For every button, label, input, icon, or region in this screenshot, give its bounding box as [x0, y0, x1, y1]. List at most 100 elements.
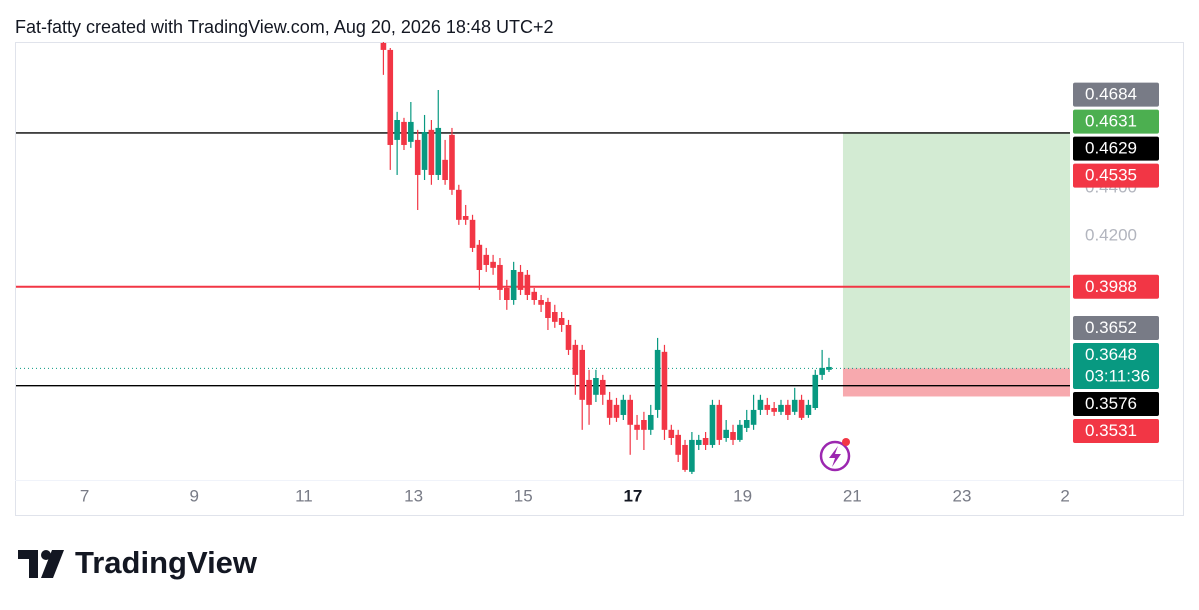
price-label: 0.3652 [1085, 318, 1137, 337]
candle-body [723, 429, 729, 438]
candle-body [634, 424, 640, 430]
candle-body [572, 344, 579, 375]
price-label-box [1073, 109, 1159, 134]
candle-body [380, 42, 387, 50]
logo-icon [18, 550, 64, 578]
candle-body [764, 404, 771, 410]
candle-body [812, 374, 819, 408]
candle-body [531, 291, 538, 300]
price-label: 0.3988 [1085, 277, 1137, 296]
candle-body [476, 244, 483, 270]
candle-body [462, 216, 469, 220]
candle-body [401, 121, 407, 145]
price-label: 0.4684 [1085, 85, 1137, 104]
candle-body [538, 300, 544, 305]
profit-zone [842, 132, 1070, 369]
candle-body [737, 424, 743, 440]
plot-area: 0.44000.4200791113151719212320.46840.463… [15, 42, 1183, 505]
x-tick-label: 23 [953, 486, 972, 505]
x-tick-label: 19 [733, 486, 752, 505]
candle-body [551, 312, 558, 322]
candle-body [449, 134, 455, 190]
candle-body [826, 366, 832, 370]
candle-body [675, 434, 681, 455]
candle-body [517, 271, 524, 290]
candle-body [750, 409, 757, 425]
candle-body [798, 399, 805, 418]
x-tick-label: 17 [623, 486, 642, 505]
price-label: 0.4631 [1085, 112, 1137, 131]
candle-body [805, 404, 812, 415]
candle-body [456, 189, 462, 220]
price-label-box [1073, 163, 1159, 188]
loss-zone [842, 368, 1070, 397]
candle-body [695, 439, 702, 445]
candle-body [613, 404, 620, 418]
candle-body [647, 414, 654, 430]
candle-body [387, 49, 394, 145]
candle-body [469, 219, 476, 248]
price-label-box [1073, 343, 1159, 389]
x-tick-label: 7 [80, 486, 89, 505]
price-label-box [1073, 136, 1159, 161]
x-tick-label: 13 [404, 486, 423, 505]
candle-body [435, 127, 442, 175]
price-label: 0.3648 [1085, 345, 1137, 364]
candle-body [414, 139, 421, 175]
logo-text: TradingView [75, 545, 258, 580]
price-label: 0.3576 [1085, 394, 1137, 413]
candle-body [565, 324, 572, 350]
candle-body [709, 404, 716, 445]
candle-body [716, 404, 723, 440]
x-tick-label: 11 [295, 486, 313, 505]
candle-body [627, 399, 633, 425]
candle-body [579, 349, 586, 400]
candle-body [504, 288, 510, 300]
alert-icon [819, 438, 851, 472]
candle-body [497, 264, 503, 290]
candle-body [682, 444, 688, 470]
candle-body [641, 420, 647, 430]
candle-body [778, 404, 784, 412]
candle-body [668, 429, 675, 438]
candle-body [689, 439, 695, 472]
candle-body [743, 420, 750, 428]
candle-body [620, 399, 627, 415]
price-label: 0.4535 [1085, 166, 1137, 185]
x-tick-label: 21 [843, 486, 862, 505]
candle-body [819, 367, 825, 375]
x-tick-label: 2 [1060, 486, 1069, 505]
candle-body [593, 378, 599, 395]
candle-body [654, 349, 661, 410]
candle-body [730, 432, 736, 440]
candle-body [599, 379, 606, 395]
candle-body [408, 121, 414, 142]
candle-body [545, 301, 551, 318]
candle-body [791, 399, 798, 412]
candle-body [510, 270, 517, 300]
candle-body [421, 132, 428, 170]
price-label: 0.4629 [1085, 139, 1137, 158]
x-tick-label: 15 [514, 486, 533, 505]
candle-body [661, 351, 668, 430]
x-tick-label: 9 [189, 486, 198, 505]
price-label-box [1073, 419, 1159, 443]
candle-body [586, 379, 592, 405]
candle-body [785, 404, 791, 415]
candle-body [771, 408, 777, 412]
candle-body [524, 274, 531, 295]
candle-body [483, 254, 490, 265]
candle-body [442, 159, 448, 180]
candle-body [558, 318, 565, 325]
candle-body [702, 438, 709, 445]
price-label: 0.3531 [1085, 421, 1137, 440]
candle-body [606, 399, 613, 418]
candle-body [394, 120, 400, 140]
candle-body [757, 399, 764, 410]
price-label-box [1073, 316, 1159, 340]
price-label-box [1073, 82, 1159, 107]
candle-body [428, 129, 435, 175]
price-label-box [1073, 274, 1159, 299]
